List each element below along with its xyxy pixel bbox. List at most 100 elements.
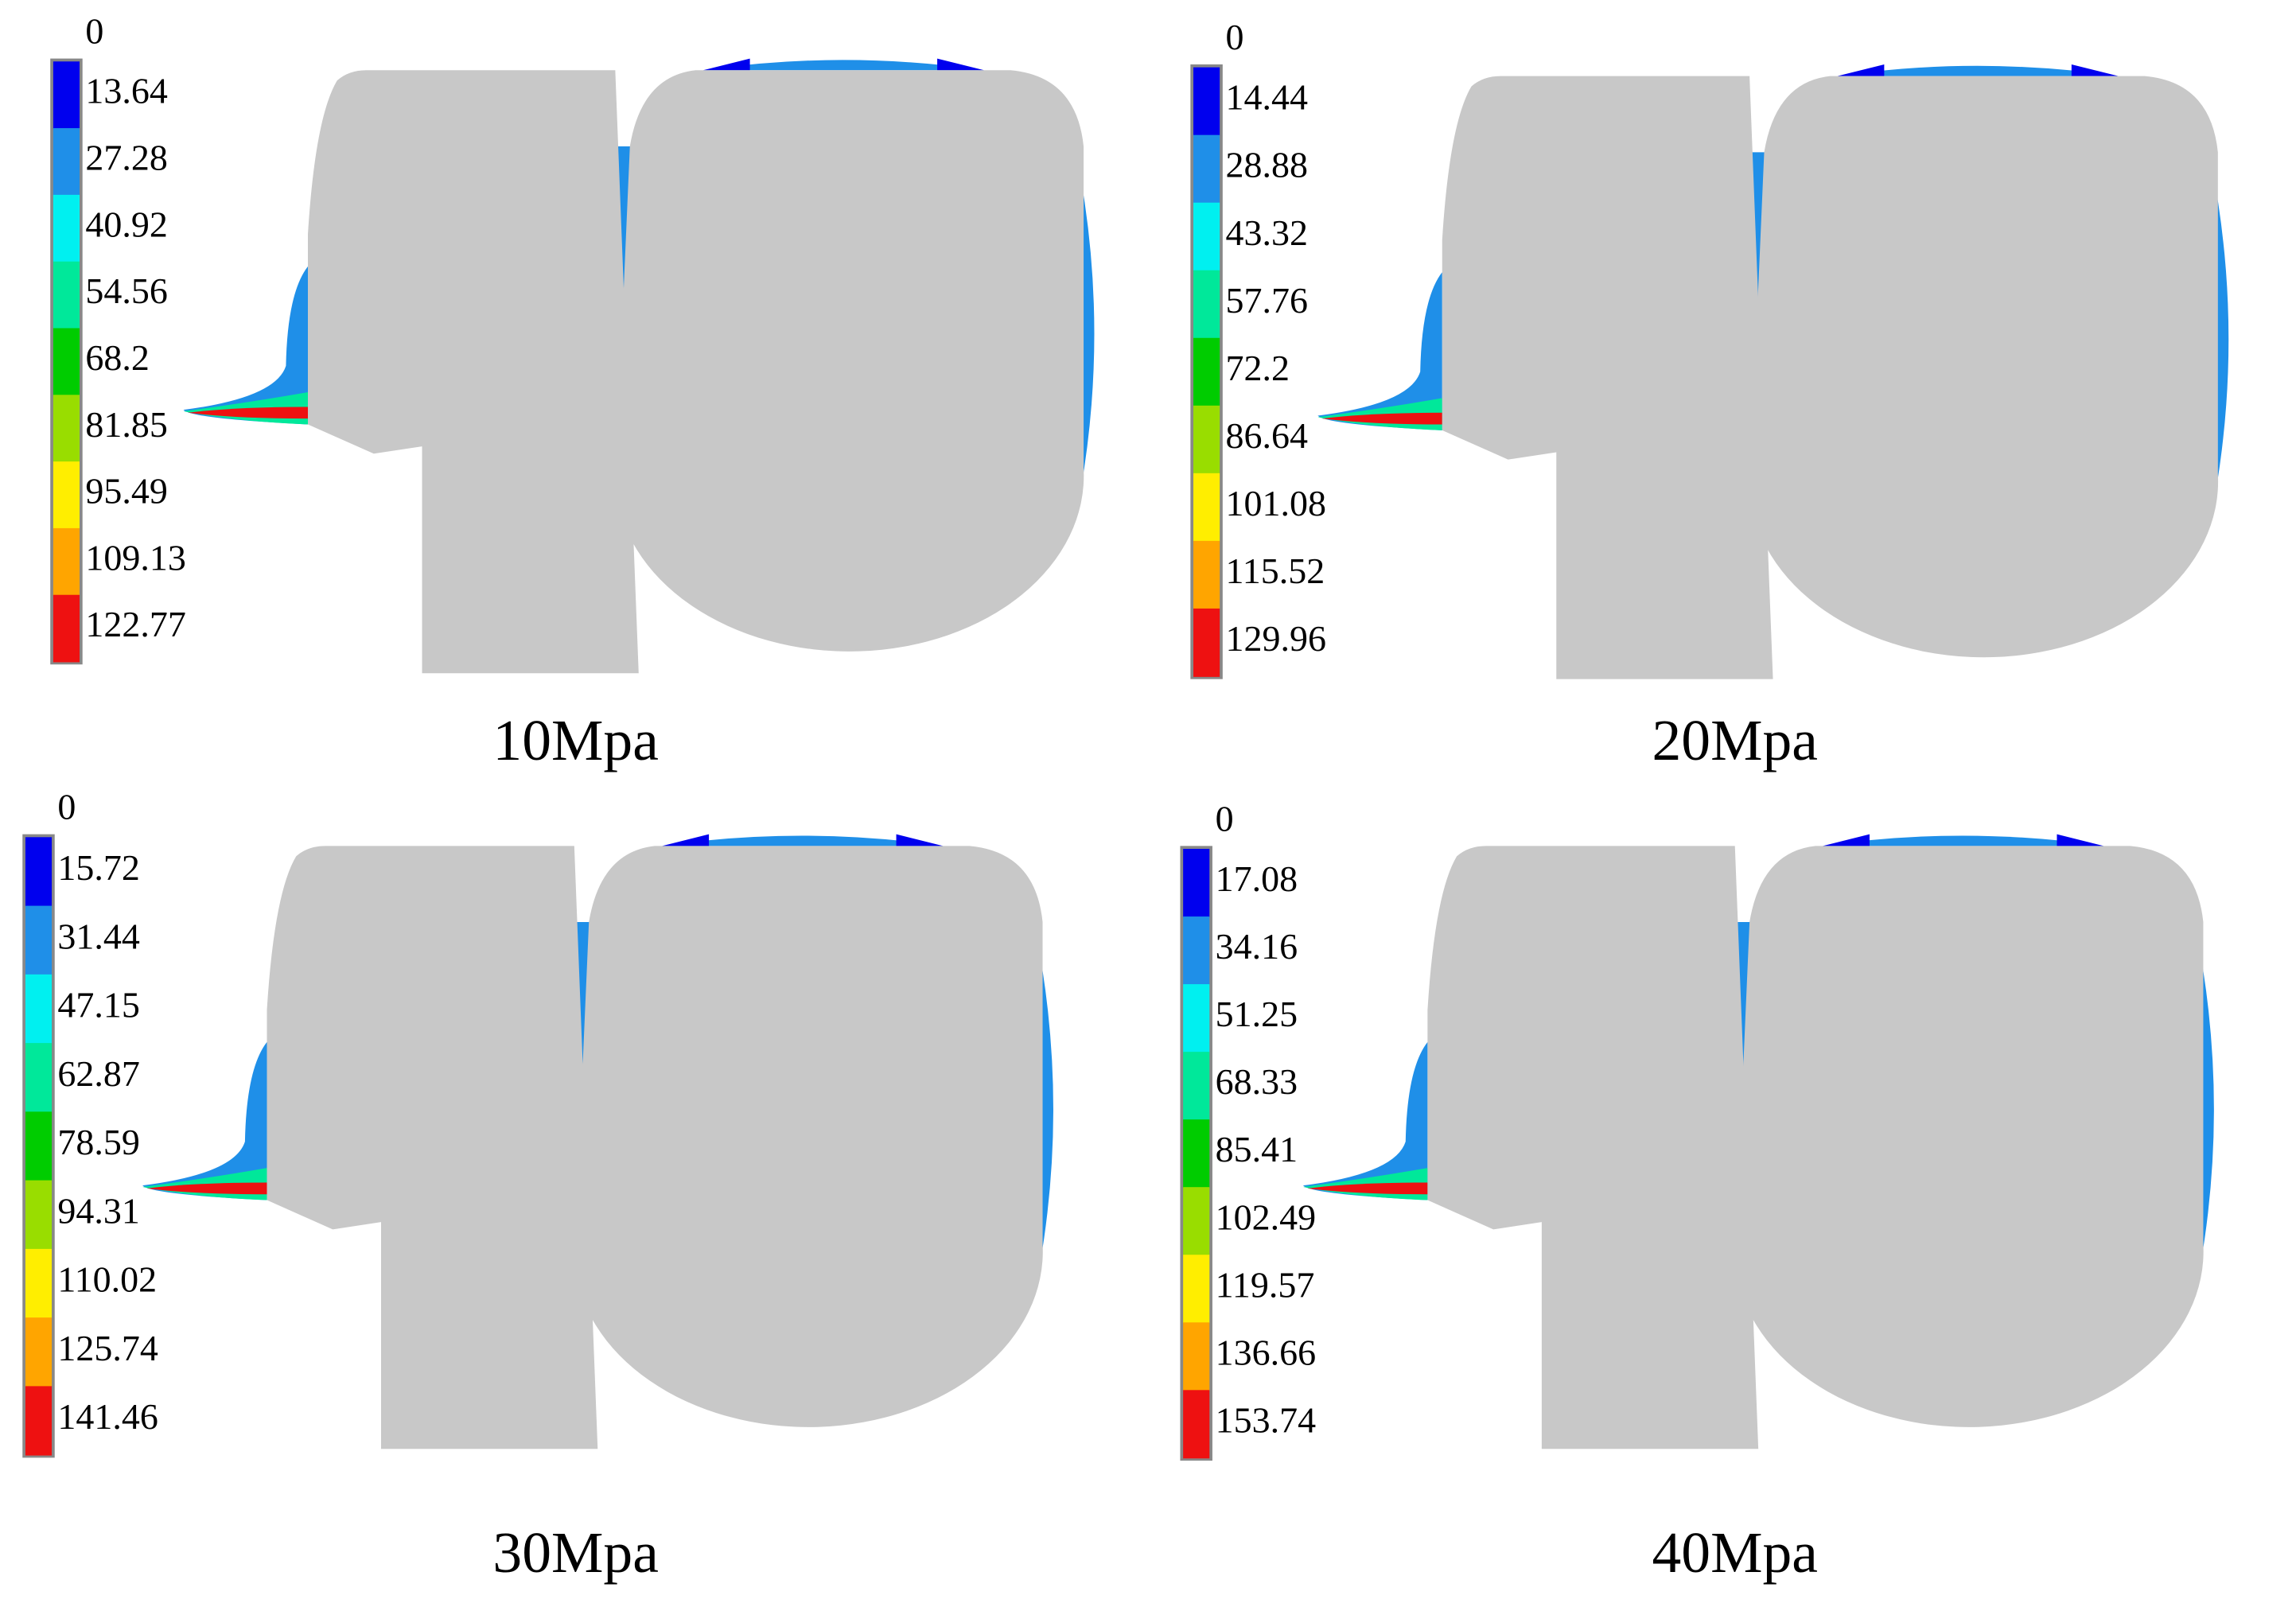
top-seal-edge — [662, 834, 944, 846]
colorbar-band — [1183, 984, 1210, 1053]
colorbar-label: 101.08 — [1226, 483, 1326, 523]
colorbar-label: 85.41 — [1216, 1129, 1298, 1169]
top-seal — [702, 60, 984, 71]
colorbar-band — [1183, 849, 1210, 917]
colorbar-label: 0 — [85, 11, 103, 52]
colorbar-label: 125.74 — [57, 1328, 158, 1368]
colorbar-band — [53, 128, 80, 196]
colorbar-label: 68.33 — [1216, 1061, 1298, 1102]
panel: 0 14.44 28.88 43.32 57.76 72.2 86.64 101.08 115.… — [1190, 17, 2229, 772]
lip-seal-red — [146, 1182, 267, 1195]
colorbar-label: 94.31 — [57, 1190, 139, 1231]
panel-title: 10Mpa — [492, 707, 658, 772]
colorbar-label: 17.08 — [1216, 858, 1298, 899]
colorbar-band — [25, 1386, 53, 1456]
lip-seal — [1303, 1041, 1428, 1200]
colorbar-band — [1183, 1390, 1210, 1459]
colorbar-label: 72.2 — [1226, 348, 1290, 388]
colorbar-label: 119.57 — [1216, 1264, 1315, 1305]
colorbar-band — [1193, 608, 1220, 677]
colorbar-band — [1193, 405, 1220, 474]
colorbar-band — [53, 261, 80, 329]
colorbar-label: 110.02 — [57, 1259, 157, 1300]
model — [183, 58, 1095, 674]
colorbar-label: 0 — [1216, 798, 1234, 839]
colorbar-band — [53, 527, 80, 596]
right-body — [1734, 846, 2204, 1427]
colorbar-label: 81.85 — [85, 404, 167, 445]
panel: 0 15.72 31.44 47.15 62.87 78.59 94.31 110.02 125… — [22, 787, 1053, 1585]
colorbar-band — [53, 194, 80, 263]
colorbar-band — [1193, 337, 1220, 407]
lip-seal — [183, 266, 309, 425]
model — [1317, 64, 2229, 679]
colorbar-band — [1193, 473, 1220, 542]
panel-title: 30Mpa — [492, 1519, 658, 1585]
lip-seal — [142, 1041, 267, 1200]
colorbar-label: 129.96 — [1226, 618, 1326, 659]
colorbar-band — [25, 1248, 53, 1319]
colorbar-label: 31.44 — [57, 916, 139, 956]
left-body — [1442, 76, 1773, 679]
colorbar-band — [1183, 1052, 1210, 1121]
colorbar-band — [25, 1180, 53, 1250]
colorbar-band — [25, 1317, 53, 1387]
colorbar-band — [25, 1043, 53, 1113]
colorbar-band — [1183, 1187, 1210, 1256]
colorbar-label: 153.74 — [1216, 1399, 1316, 1440]
colorbar-band — [1183, 1322, 1210, 1391]
colorbar-label: 78.59 — [57, 1122, 139, 1162]
panel-title: 40Mpa — [1652, 1519, 1817, 1585]
colorbar-label: 57.76 — [1226, 280, 1308, 321]
colorbar-label: 62.87 — [57, 1053, 139, 1094]
colorbar-band — [1193, 202, 1220, 271]
colorbar-band — [1193, 270, 1220, 339]
colorbar-label: 13.64 — [85, 71, 167, 111]
top-seal — [1837, 65, 2119, 76]
colorbar-label: 15.72 — [57, 847, 139, 888]
model — [1303, 834, 2214, 1449]
colorbar-band — [53, 461, 80, 529]
top-seal-edge — [1837, 64, 2119, 76]
colorbar-label: 47.15 — [57, 985, 139, 1025]
lip-seal-red — [1321, 412, 1442, 425]
colorbar-label: 54.56 — [85, 270, 167, 311]
colorbar-band — [53, 61, 80, 129]
lip-seal-red — [188, 407, 309, 419]
colorbar-label: 95.49 — [85, 471, 167, 512]
colorbar-band — [1193, 134, 1220, 204]
colorbar-band — [25, 905, 53, 975]
right-body — [574, 846, 1043, 1427]
colorbar-label: 141.46 — [57, 1396, 158, 1437]
top-seal-edge — [1823, 834, 2104, 846]
colorbar-label: 14.44 — [1226, 77, 1308, 118]
colorbar-label: 0 — [1226, 17, 1244, 57]
colorbar-label: 28.88 — [1226, 145, 1308, 185]
lip-seal — [1317, 272, 1442, 430]
panel-title: 20Mpa — [1652, 707, 1817, 772]
colorbar-label: 43.32 — [1226, 212, 1308, 253]
colorbar-band — [1183, 1255, 1210, 1324]
top-seal-edge — [702, 58, 984, 71]
colorbar-label: 115.52 — [1226, 551, 1325, 591]
colorbar-label: 27.28 — [85, 138, 167, 178]
panel: 0 17.08 34.16 51.25 68.33 85.41 102.49 119.57 13… — [1180, 798, 2214, 1585]
colorbar-label: 40.92 — [85, 204, 167, 244]
colorbar-label: 109.13 — [85, 537, 185, 578]
left-body — [308, 70, 639, 674]
colorbar-band — [53, 328, 80, 396]
colorbar-label: 0 — [57, 787, 76, 827]
colorbar-band — [25, 1111, 53, 1181]
left-body — [1427, 846, 1759, 1449]
colorbar-label: 51.25 — [1216, 994, 1298, 1034]
colorbar-label: 102.49 — [1216, 1196, 1316, 1237]
panel: 0 13.64 27.28 40.92 54.56 68.2 81.85 95.49 109.1… — [50, 11, 1095, 772]
colorbar-label: 122.77 — [85, 604, 185, 644]
top-seal — [662, 835, 944, 846]
lip-seal-red — [1307, 1182, 1428, 1195]
top-seal — [1823, 835, 2104, 846]
colorbar-label: 68.2 — [85, 337, 149, 378]
colorbar-band — [53, 594, 80, 663]
colorbar-band — [1193, 540, 1220, 609]
